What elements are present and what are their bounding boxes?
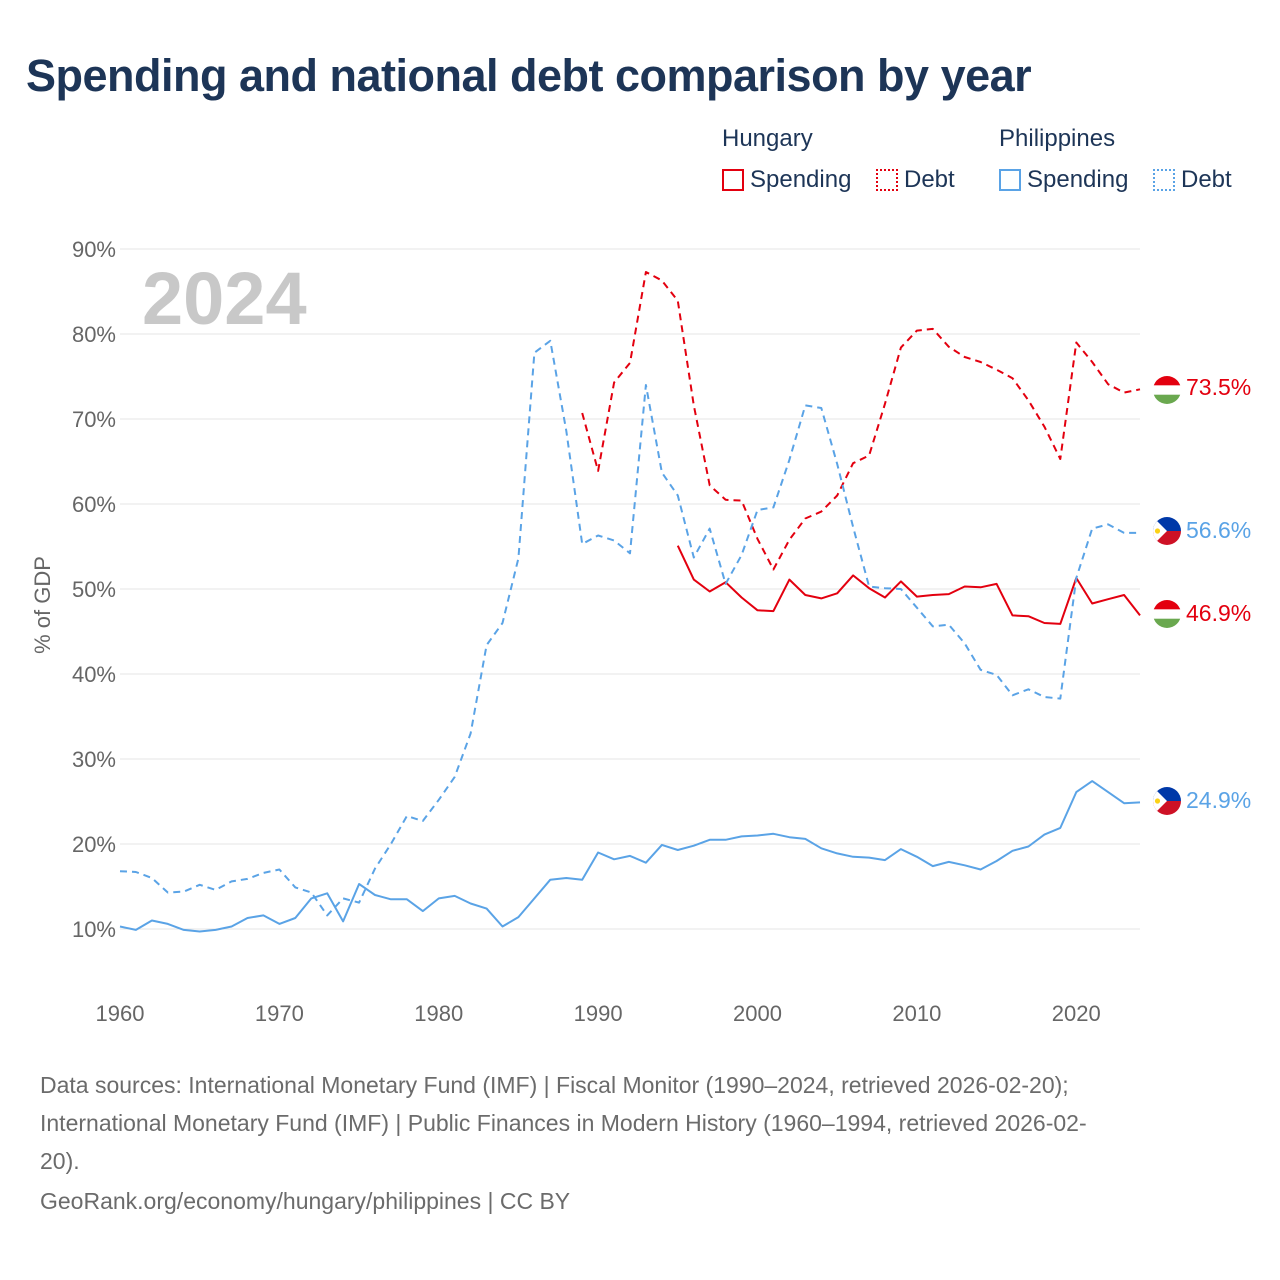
- y-tick-label: 90%: [72, 237, 116, 262]
- end-flags: [1153, 376, 1181, 815]
- legend-label: Debt: [904, 166, 955, 193]
- legend-philippines-spending[interactable]: Spending: [999, 166, 1128, 194]
- legend-swatch-hungary-spending: [722, 169, 744, 191]
- year-watermark: 2024: [142, 257, 307, 340]
- legend-hungary-spending[interactable]: Spending: [722, 166, 851, 194]
- legend-swatch-hungary-debt: [876, 169, 898, 191]
- axes: 10% 20% 30% 40% 50% 60% 70% 80% 90% 1960 1970 1980 1…: [72, 237, 1101, 1026]
- footer-line: International Monetary Fund (IMF) | Publ…: [40, 1110, 1087, 1136]
- x-tick-label: 1970: [255, 1001, 304, 1026]
- y-tick-label: 30%: [72, 747, 116, 772]
- x-tick-label: 1980: [414, 1001, 463, 1026]
- chart-area: 10% 20% 30% 40% 50% 60% 70% 80% 90% 1960 1970 1980 1…: [30, 237, 1251, 1026]
- legend-swatch-philippines-spending: [999, 169, 1021, 191]
- legend-hungary-title: Hungary: [722, 125, 813, 152]
- y-tick-label: 40%: [72, 662, 116, 687]
- end-label-hungary-debt: 73.5%: [1186, 374, 1251, 400]
- series-line-hungary-debt[interactable]: [581, 271, 1141, 571]
- legend-philippines-title: Philippines: [999, 125, 1116, 152]
- hungary-flag-icon: [1153, 600, 1181, 628]
- x-tick-label: 1990: [574, 1001, 623, 1026]
- legend-label: Spending: [750, 166, 852, 193]
- y-tick-label: 10%: [72, 917, 116, 942]
- legend-swatch-philippines-debt: [1153, 169, 1175, 191]
- series-lines: [119, 271, 1141, 933]
- y-tick-label: 70%: [72, 407, 116, 432]
- end-label-philippines-spending: 24.9%: [1186, 787, 1251, 813]
- legend-label: Spending: [1027, 166, 1129, 193]
- x-tick-label: 2000: [733, 1001, 782, 1026]
- end-label-philippines-debt: 56.6%: [1186, 517, 1251, 543]
- y-axis-title: % of GDP: [30, 556, 55, 654]
- footer-line: Data sources: International Monetary Fun…: [40, 1072, 1069, 1098]
- y-tick-label: 20%: [72, 832, 116, 857]
- legend-label: Debt: [1181, 166, 1232, 193]
- philippines-flag-icon: [1153, 517, 1181, 545]
- series-line-hungary-spending[interactable]: [676, 545, 1141, 625]
- footer-link[interactable]: GeoRank.org/economy/hungary/philippines …: [40, 1188, 571, 1214]
- footer-credit[interactable]: GeoRank.org/economy/hungary/philippines …: [40, 1182, 1240, 1220]
- y-tick-label: 60%: [72, 492, 116, 517]
- y-tick-label: 50%: [72, 577, 116, 602]
- x-tick-label: 2010: [892, 1001, 941, 1026]
- footer-sources: Data sources: International Monetary Fun…: [40, 1066, 1240, 1180]
- y-tick-label: 80%: [72, 322, 116, 347]
- gridlines: [120, 248, 1140, 930]
- x-tick-label: 1960: [96, 1001, 145, 1026]
- legend-hungary-debt[interactable]: Debt: [876, 166, 955, 194]
- series-line-philippines-spending[interactable]: [119, 780, 1141, 933]
- philippines-flag-icon: [1153, 787, 1181, 815]
- series-line-philippines-debt[interactable]: [119, 339, 1140, 917]
- legend-philippines-debt[interactable]: Debt: [1153, 166, 1232, 194]
- x-tick-label: 2020: [1052, 1001, 1101, 1026]
- end-label-hungary-spending: 46.9%: [1186, 600, 1251, 626]
- footer-line: 20).: [40, 1148, 80, 1174]
- chart-title: Spending and national debt comparison by…: [26, 50, 1032, 101]
- hungary-flag-icon: [1153, 376, 1181, 404]
